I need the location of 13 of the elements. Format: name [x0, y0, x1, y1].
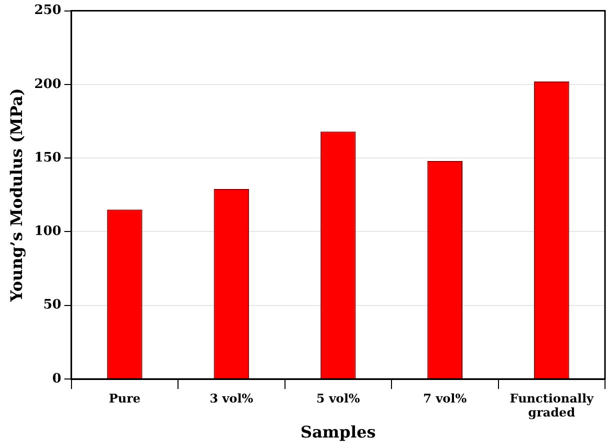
x-axis-title: Samples [300, 422, 376, 442]
y-tick-label: 250 [34, 3, 62, 18]
y-tick-label: 200 [34, 76, 62, 92]
x-tick-label: 7 vol% [423, 391, 468, 406]
y-tick-label: 100 [34, 224, 62, 240]
y-tick-label: 150 [34, 150, 62, 166]
y-tick-label: 0 [52, 371, 62, 386]
x-tick-label: 5 vol% [316, 391, 360, 406]
x-tick-label: Pure [108, 391, 141, 406]
x-tick-label: Functionally graded [510, 391, 595, 420]
y-tick-label: 50 [43, 298, 62, 313]
y-axis-title: Young’s Modulus (MPa) [6, 88, 26, 303]
x-tick-label: 3 vol% [210, 391, 254, 406]
